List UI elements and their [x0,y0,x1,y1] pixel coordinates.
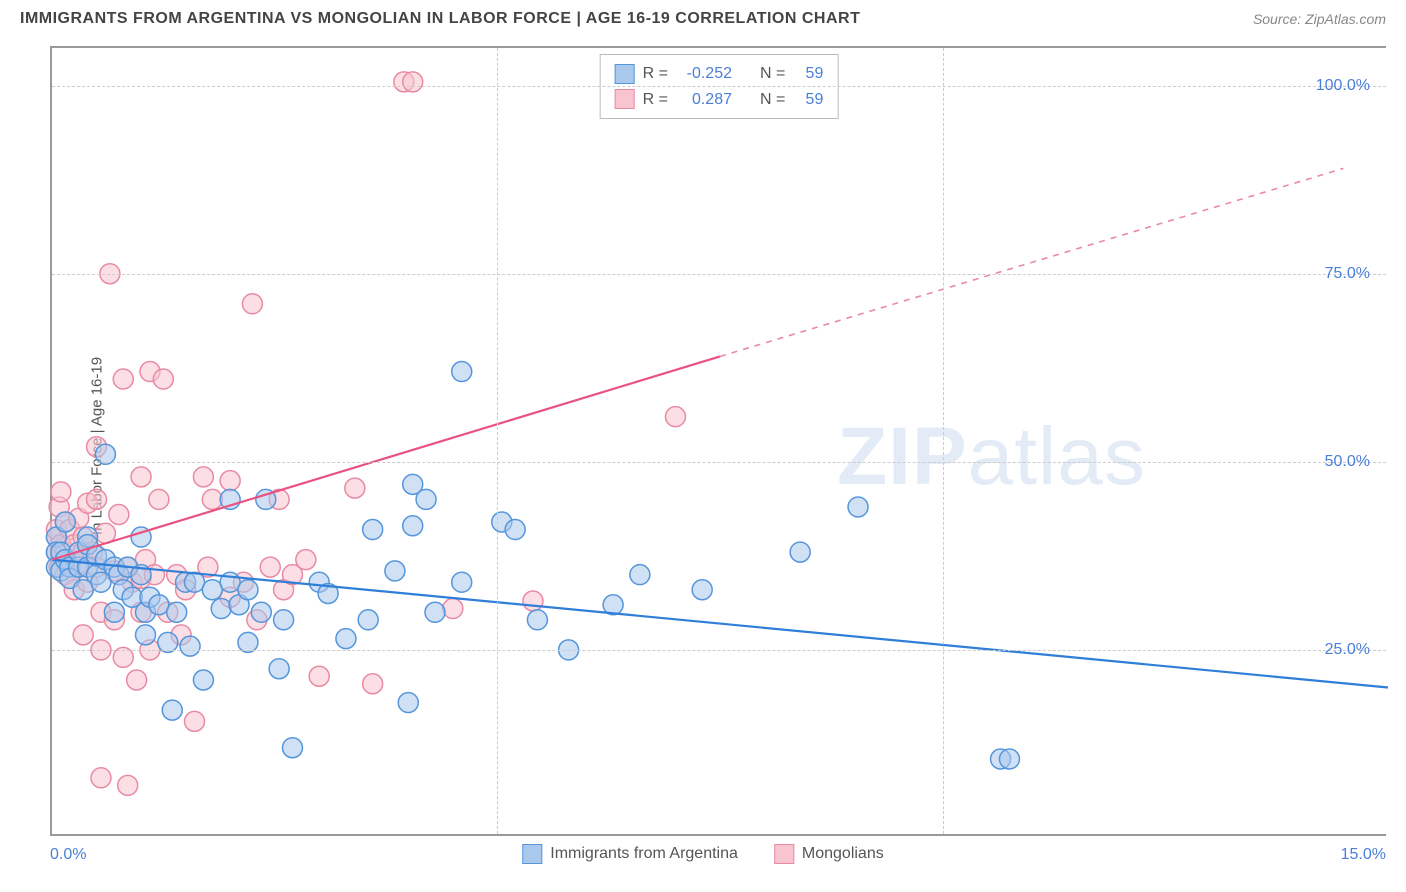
point-series-b [345,478,365,498]
point-series-a [211,599,231,619]
point-series-a [527,610,547,630]
point-series-b [91,768,111,788]
series-legend: Immigrants from Argentina Mongolians [522,844,883,864]
y-tick-label: 50.0% [1325,453,1370,471]
point-series-b [309,666,329,686]
point-series-a [185,572,205,592]
gridline-h [52,650,1386,651]
r-label: R = [643,61,668,87]
legend-item: Immigrants from Argentina [522,844,738,864]
plot-svg [52,48,1386,834]
title-bar: IMMIGRANTS FROM ARGENTINA VS MONGOLIAN I… [0,0,1406,34]
r-label: R = [643,87,668,113]
point-series-b [131,467,151,487]
point-series-a [336,629,356,649]
point-series-a [403,516,423,536]
n-label: N = [760,87,785,113]
point-series-a [274,610,294,630]
point-series-b [73,625,93,645]
point-series-b [118,775,138,795]
point-series-a [136,625,156,645]
point-series-b [260,557,280,577]
point-series-a [238,580,258,600]
x-tick-label: 15.0% [1341,846,1386,864]
point-series-a [180,636,200,656]
point-series-b [220,471,240,491]
x-tick-label: 0.0% [50,846,86,864]
point-series-b [296,550,316,570]
point-series-b [51,482,71,502]
y-tick-label: 75.0% [1325,265,1370,283]
correlation-row: R = 0.287 N = 59 [615,87,824,113]
point-series-a [505,520,525,540]
point-series-a [55,512,75,532]
point-series-a [202,580,222,600]
legend-label: Mongolians [802,845,884,863]
point-series-b [113,369,133,389]
chart-title: IMMIGRANTS FROM ARGENTINA VS MONGOLIAN I… [20,10,860,28]
point-series-a [416,489,436,509]
point-series-b [153,369,173,389]
r-value: 0.287 [676,87,732,113]
point-series-b [403,72,423,92]
point-series-a [452,572,472,592]
gridline-v [943,48,944,834]
point-series-a [692,580,712,600]
point-series-a [193,670,213,690]
n-label: N = [760,61,785,87]
n-value: 59 [793,87,823,113]
point-series-b [127,670,147,690]
r-value: -0.252 [676,61,732,87]
legend-item: Mongolians [774,844,884,864]
n-value: 59 [793,61,823,87]
point-series-a [999,749,1019,769]
trend-line [720,168,1343,356]
gridline-v [497,48,498,834]
y-tick-label: 100.0% [1316,77,1370,95]
legend-label: Immigrants from Argentina [550,845,738,863]
y-tick-label: 25.0% [1325,641,1370,659]
point-series-a [630,565,650,585]
point-series-b [443,599,463,619]
point-series-a [848,497,868,517]
point-series-a [167,602,187,622]
point-series-b [87,489,107,509]
point-series-b [149,489,169,509]
point-series-b [109,504,129,524]
point-series-b [665,407,685,427]
point-series-a [398,693,418,713]
point-series-a [363,520,383,540]
point-series-b [523,591,543,611]
point-series-b [363,674,383,694]
point-series-b [202,489,222,509]
point-series-a [282,738,302,758]
gridline-h [52,86,1386,87]
point-series-a [385,561,405,581]
trend-line [52,356,720,559]
source-attribution: Source: ZipAtlas.com [1253,11,1386,27]
point-series-b [185,711,205,731]
legend-swatch [615,89,635,109]
point-series-a [790,542,810,562]
point-series-a [149,595,169,615]
point-series-b [242,294,262,314]
point-series-a [104,602,124,622]
legend-swatch [774,844,794,864]
point-series-a [251,602,271,622]
gridline-h [52,274,1386,275]
chart-plot-area: ZIPatlas R =-0.252N =59R =0.287N =59 25.… [50,46,1386,836]
gridline-h [52,462,1386,463]
point-series-a [425,602,445,622]
point-series-a [269,659,289,679]
point-series-a [452,362,472,382]
point-series-a [162,700,182,720]
correlation-row: R = -0.252 N = 59 [615,61,824,87]
point-series-b [193,467,213,487]
legend-swatch [522,844,542,864]
legend-swatch [615,64,635,84]
point-series-a [358,610,378,630]
